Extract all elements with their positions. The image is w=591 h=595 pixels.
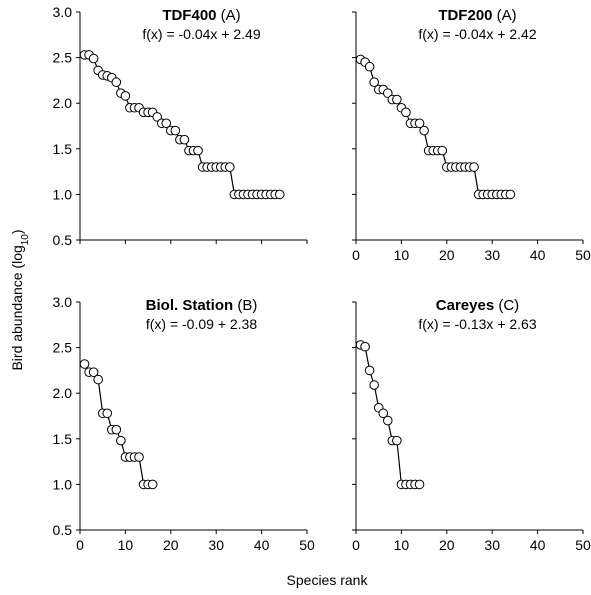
regression-equation: f(x) = -0.04x + 2.49	[142, 26, 260, 42]
data-point	[360, 341, 370, 352]
data-point	[152, 112, 162, 122]
data-point	[102, 408, 113, 419]
panel-title-group: (C)	[494, 297, 519, 314]
data-point	[378, 408, 389, 419]
y-tick-label: 1.0	[53, 476, 73, 492]
x-tick-label: 40	[254, 537, 270, 553]
x-tick-label: 50	[575, 247, 591, 263]
x-tick-label: 30	[484, 247, 500, 263]
panel-4: 0 10 20 30 40 50 Careyes (C) f(x) = -0.13x + 2.…	[352, 297, 591, 553]
x-tick-label: 40	[530, 247, 546, 263]
x-tick-label: 50	[575, 537, 591, 553]
regression-equation: f(x) = -0.04x + 2.42	[418, 26, 536, 42]
panel-3: 0.5 1.0 1.5 2.0 2.5 3.0 0 10 20 30 40 50 Biol. Stati…	[53, 294, 315, 553]
data-point	[120, 91, 131, 101]
data-point	[364, 365, 375, 376]
data-point	[79, 359, 90, 369]
x-axis-title: Species rank	[287, 572, 369, 588]
y-tick-label: 3.0	[53, 4, 73, 20]
y-tick-label: 0.5	[53, 522, 73, 538]
data-point	[392, 94, 402, 105]
y-tick-label: 3.0	[53, 294, 73, 310]
panel-title-site: TDF200	[438, 7, 492, 24]
y-tick-label: 0.5	[53, 232, 73, 248]
data-point	[88, 53, 99, 64]
x-tick-label: 0	[352, 247, 360, 263]
x-tick-label: 10	[394, 247, 410, 263]
regression-equation: f(x) = -0.13x + 2.63	[418, 316, 536, 332]
panel-title-group: (A)	[217, 7, 241, 24]
data-point	[401, 107, 411, 118]
panel-title: Biol. Station (B)	[146, 297, 258, 314]
data-point	[93, 374, 103, 385]
panel-title: TDF400 (A)	[162, 7, 240, 24]
data-point	[392, 435, 402, 446]
y-axis-title: Bird abundance (log10)	[9, 229, 31, 370]
y-tick-label: 2.0	[53, 385, 73, 401]
panel-title-site: Careyes	[436, 297, 494, 314]
x-tick-label: 20	[163, 537, 179, 553]
x-tick-label: 30	[484, 537, 500, 553]
x-tick-label: 0	[352, 537, 360, 553]
data-point	[88, 367, 99, 378]
x-tick-label: 0	[76, 537, 84, 553]
data-point	[134, 452, 144, 462]
data-point	[382, 88, 393, 98]
data-point	[469, 162, 479, 172]
data-point	[161, 118, 172, 129]
panel-title-group: (A)	[493, 7, 517, 24]
data-point	[193, 145, 203, 156]
data-point	[414, 118, 425, 129]
x-tick-label: 30	[208, 537, 224, 553]
data-point	[505, 189, 516, 200]
data-point	[274, 189, 285, 200]
panel-1: 0.5 1.0 1.5 2.0 2.5 3.0 TDF400 (A) f(x) = -0.04…	[53, 4, 308, 248]
data-point	[111, 77, 122, 88]
data-point	[116, 435, 126, 446]
x-tick-label: 50	[299, 537, 315, 553]
data-point	[179, 134, 190, 145]
regression-equation: f(x) = -0.09 + 2.38	[146, 316, 257, 332]
data-point	[414, 479, 425, 490]
x-tick-label: 20	[439, 247, 455, 263]
panel-title: TDF200 (A)	[438, 7, 516, 24]
data-point	[364, 61, 375, 72]
data-point	[419, 125, 429, 136]
data-point	[225, 162, 235, 172]
data-point	[369, 77, 379, 88]
x-tick-label: 20	[439, 537, 455, 553]
y-tick-label: 1.0	[53, 186, 73, 202]
data-point	[111, 424, 122, 435]
data-point	[382, 415, 393, 426]
panels: 0.5 1.0 1.5 2.0 2.5 3.0 TDF400 (A) f(x) = -0.04…	[53, 4, 591, 553]
x-tick-label: 40	[530, 537, 546, 553]
series-line	[360, 58, 511, 195]
y-tick-label: 2.5	[53, 340, 73, 356]
data-point	[369, 380, 379, 390]
x-tick-label: 10	[118, 537, 134, 553]
data-point	[147, 479, 158, 490]
data-point	[437, 145, 448, 156]
y-tick-label: 1.5	[53, 141, 73, 157]
panel-title-group: (B)	[233, 297, 257, 314]
y-tick-label: 2.5	[53, 50, 73, 66]
panel-title-site: Biol. Station	[146, 297, 234, 314]
data-point	[170, 125, 181, 136]
y-tick-label: 2.0	[53, 95, 73, 111]
panel-2: 0 10 20 30 40 50 TDF200 (A) f(x) = -0.04x + 2.4…	[352, 7, 591, 263]
x-tick-label: 10	[394, 537, 410, 553]
panel-title: Careyes (C)	[436, 297, 519, 314]
panel-title-site: TDF400	[162, 7, 216, 24]
y-tick-label: 1.5	[53, 431, 73, 447]
